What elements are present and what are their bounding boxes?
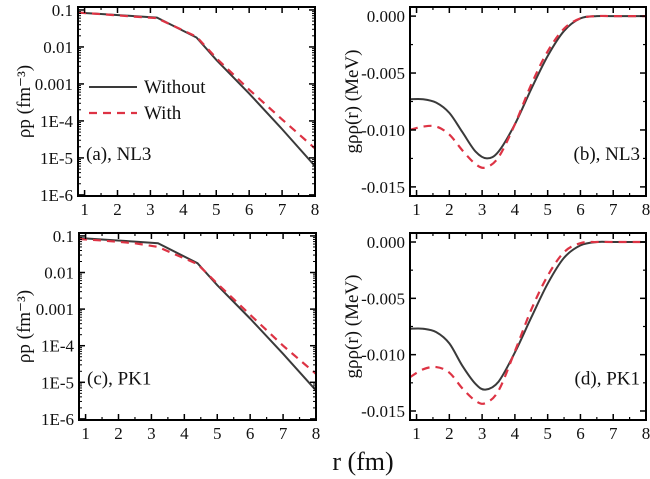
x-tick-label: 3	[478, 424, 487, 443]
series-line-without	[79, 236, 316, 392]
y-axis-title: gρρ(r) (MeV)	[342, 50, 363, 154]
panel-d: 1 2 3 4 5 6 7 8 0.000 -0.005 -0.010 -0.015 gρρ(r) (M…	[342, 232, 650, 443]
y-tick-label: -0.015	[361, 178, 405, 197]
x-tick-label: 1	[80, 200, 89, 219]
x-tick-label: 4	[179, 200, 188, 219]
x-tick-label: 2	[114, 424, 123, 443]
x-axis-title: r (fm)	[332, 447, 393, 476]
panel-label: (d), PK1	[575, 368, 640, 389]
x-tick-label: 5	[213, 424, 222, 443]
plot-frame	[409, 6, 647, 197]
x-tick-label: 1	[412, 424, 421, 443]
y-tick-label: 1E-5	[41, 373, 74, 392]
x-tick-label: 3	[147, 424, 156, 443]
series-line-with	[79, 237, 316, 375]
y-tick-label: -0.005	[361, 64, 405, 83]
series-line-with	[410, 240, 646, 405]
y-tick-label: 0.1	[53, 227, 74, 246]
y-tick-label: 0.1	[52, 1, 73, 20]
y-axis-title: gρρ(r) (MeV)	[342, 275, 363, 379]
plot-frame	[78, 232, 317, 421]
plot-frame	[77, 6, 316, 197]
y-tick-label: 0.001	[35, 75, 73, 94]
panel-label: (c), PK1	[87, 368, 151, 389]
series-line-without	[410, 240, 646, 391]
y-tick-label: 0.000	[367, 233, 405, 252]
x-tick-label: 8	[642, 200, 650, 219]
y-tick-label: 1E-6	[40, 186, 73, 205]
y-tick-label: -0.005	[361, 289, 405, 308]
y-tick-label: -0.010	[361, 346, 405, 365]
x-tick-label: 7	[279, 424, 288, 443]
y-tick-label: 0.01	[44, 264, 74, 283]
x-tick-label: 7	[609, 424, 618, 443]
x-tick-label: 5	[543, 200, 552, 219]
x-tick-label: 8	[311, 200, 320, 219]
y-tick-label: -0.010	[361, 121, 405, 140]
series-line-with	[410, 14, 646, 169]
legend: Without With	[89, 77, 206, 124]
x-tick-label: 6	[245, 200, 254, 219]
x-tick-label: 3	[478, 200, 487, 219]
legend-label: Without	[144, 77, 206, 98]
series-line-with	[78, 11, 315, 150]
y-tick-label: 0.001	[36, 300, 74, 319]
y-axis-title: ρp (fm⁻³)	[14, 290, 35, 363]
y-tick-label: -0.015	[361, 402, 405, 421]
x-tick-label: 5	[543, 424, 552, 443]
y-tick-label: 1E-4	[41, 337, 75, 356]
x-tick-label: 4	[180, 424, 189, 443]
x-tick-label: 6	[576, 200, 585, 219]
x-tick-label: 5	[212, 200, 221, 219]
y-axis-title: ρp (fm⁻³)	[14, 65, 35, 138]
x-tick-label: 2	[113, 200, 122, 219]
x-tick-label: 1	[412, 200, 421, 219]
y-tick-label: 1E-6	[41, 410, 74, 429]
y-tick-label: 0.000	[367, 7, 405, 26]
x-tick-label: 6	[246, 424, 255, 443]
panel-a: 1 2 3 4 5 6 7 8 1E-6 1E-5 1E-4 0.001 0.01 0.1 ρp (fm⁻³…	[14, 1, 319, 219]
x-tick-label: 2	[445, 200, 454, 219]
panel-label: (a), NL3	[86, 144, 151, 165]
x-tick-label: 7	[609, 200, 618, 219]
x-tick-label: 8	[312, 424, 321, 443]
panel-b: 1 2 3 4 5 6 7 8 0.000 -0.005 -0.010 -0.015 gρρ(r) (M…	[342, 6, 650, 219]
panel-c: 1 2 3 4 5 6 7 8 1E-6 1E-5 1E-4 0.001 0.01 0.1 ρp (fm⁻³…	[14, 227, 320, 443]
y-tick-label: 0.01	[43, 38, 73, 57]
x-tick-label: 2	[445, 424, 454, 443]
y-tick-label: 1E-4	[40, 112, 74, 131]
x-tick-label: 3	[146, 200, 155, 219]
panel-label: (b), NL3	[574, 144, 640, 165]
x-tick-label: 8	[642, 424, 650, 443]
legend-label: With	[144, 103, 182, 124]
x-tick-label: 4	[511, 200, 520, 219]
x-tick-label: 7	[278, 200, 287, 219]
series-line-without	[410, 14, 646, 160]
x-tick-label: 4	[511, 424, 520, 443]
y-tick-label: 1E-5	[40, 149, 73, 168]
x-tick-label: 6	[576, 424, 585, 443]
x-tick-label: 1	[81, 424, 90, 443]
